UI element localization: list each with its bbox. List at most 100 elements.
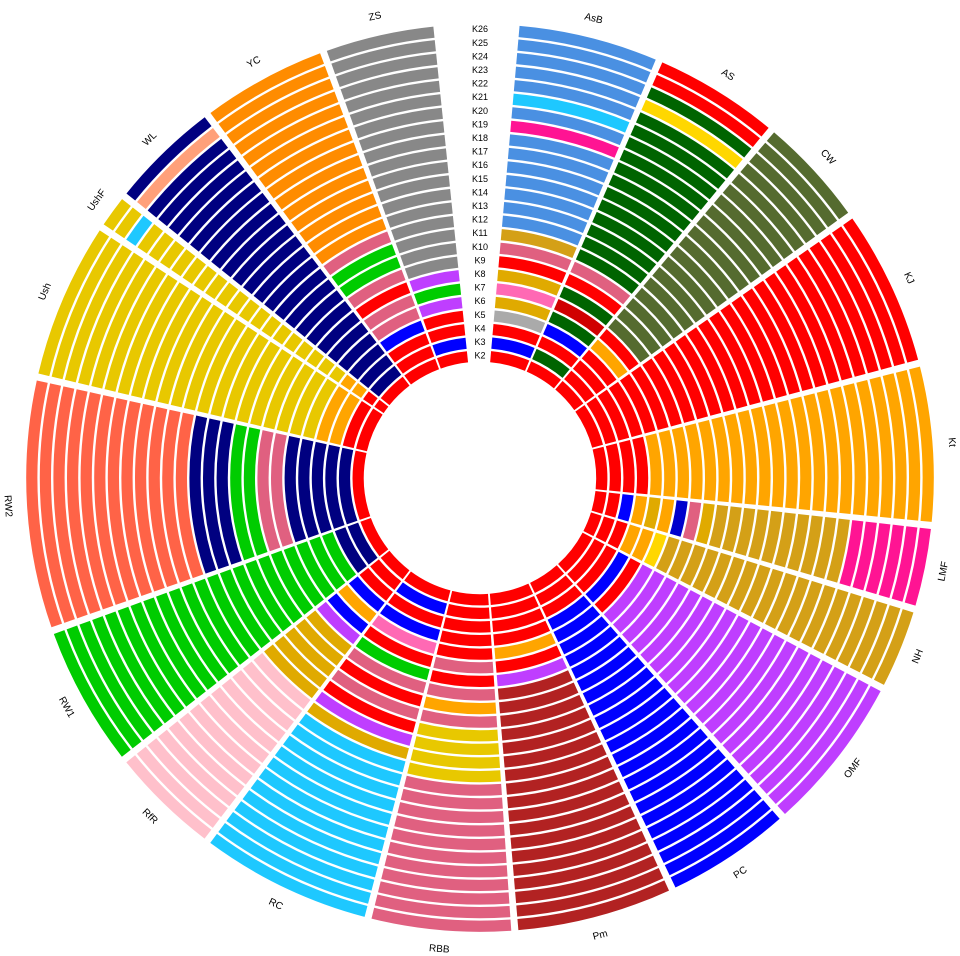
ring-segment-AsB-K5 (493, 310, 546, 334)
ring-segment-Pm-K14 (503, 732, 602, 768)
ring-segment-KJ-K15 (720, 304, 774, 402)
ring-segment-RBB-K4 (443, 617, 491, 633)
ring-segment-RC-K6 (371, 615, 437, 654)
ring-segment-RW2-K6 (298, 438, 319, 538)
ring-segment-RW1-K13 (219, 569, 271, 649)
ring-segment-RW2-K17 (148, 406, 178, 588)
ring-segment-RBB-K6 (436, 643, 493, 660)
ring-segment-OMF-K7 (603, 564, 653, 623)
ring-segment-Pm-K8 (496, 657, 568, 687)
ring-segment-CW-K3 (564, 370, 595, 403)
ring-segment-Pm-K12 (501, 707, 590, 741)
k-level-label-K26: K26 (472, 24, 488, 34)
ring-segment-WL-K19 (200, 192, 270, 261)
ring-segment-LMF-K26 (904, 527, 931, 606)
ring-segment-CW-K21 (722, 184, 794, 260)
ring-segment-AsB-K23 (515, 66, 640, 108)
ring-segment-RBB-K23 (381, 868, 509, 891)
ring-segment-NH-K10 (680, 544, 706, 586)
ring-segment-WL-K21 (179, 171, 253, 244)
k-level-label-K15: K15 (472, 174, 488, 184)
population-label-UshF: UshF (86, 188, 109, 214)
ring-segment-Ush-K12 (223, 334, 269, 420)
ring-segment-AsB-K25 (517, 39, 651, 83)
ring-segment-Kt-K25 (895, 369, 921, 521)
ring-segment-ZS-K20 (354, 107, 443, 139)
population-label-Ush: Ush (37, 281, 54, 302)
ring-segment-LMF-K6 (643, 497, 661, 530)
ring-segment-RBB-K11 (420, 709, 498, 728)
ring-segment-RW1-K16 (181, 583, 239, 674)
ring-segment-KJ-K23 (809, 241, 879, 374)
ring-segment-Ush-K18 (144, 289, 201, 402)
ring-segment-Kt-K8 (671, 426, 689, 499)
ring-segment-ZS-K24 (335, 53, 438, 87)
ring-segment-PC-K13 (594, 677, 663, 728)
ring-segment-RBB-K19 (394, 815, 505, 837)
ring-segment-Ush-K13 (210, 326, 258, 417)
ring-segment-OMF-K20 (722, 647, 809, 754)
ring-segment-RBB-K5 (439, 630, 492, 647)
ring-segment-PC-K3 (535, 575, 574, 606)
ring-segment-RBB-K15 (407, 762, 501, 783)
ring-segment-LMF-K13 (735, 507, 756, 556)
ring-segment-NH-K5 (619, 524, 641, 555)
k-level-label-K2: K2 (474, 351, 485, 361)
population-wedge-KJ (575, 218, 919, 448)
population-wedge-ZS (326, 26, 469, 369)
ring-segment-PC-K23 (653, 779, 753, 851)
ring-segment-NH-K3 (595, 516, 615, 543)
ring-segment-RfR-K17 (221, 678, 286, 742)
ring-segment-YC-K7 (363, 295, 416, 330)
ring-segment-RW1-K6 (309, 536, 346, 590)
ring-segment-RW1-K15 (194, 578, 249, 665)
ring-segment-PC-K5 (547, 595, 592, 630)
k-level-label-K13: K13 (472, 201, 488, 211)
ring-segment-PC-K26 (670, 810, 780, 888)
ring-segment-RBB-K21 (387, 841, 507, 864)
ring-segment-UshF-K11 (272, 324, 292, 345)
ring-segment-WL-K6 (338, 333, 377, 372)
ring-segment-NH-K12 (704, 552, 732, 599)
ring-segment-AS-K7 (553, 299, 605, 336)
ring-segment-LMF-K10 (695, 503, 715, 545)
ring-segment-OMF-K8 (612, 570, 665, 633)
ring-segment-AS-K6 (548, 311, 596, 347)
ring-segment-YC-K10 (339, 256, 401, 297)
ring-segment-AsB-K6 (494, 296, 551, 321)
ring-segment-Ush-K4 (329, 393, 360, 445)
ring-segment-Kt-K12 (724, 413, 744, 504)
ring-segment-RfR-K21 (179, 712, 253, 785)
ring-segment-WL-K25 (137, 128, 220, 210)
ring-segment-OMF-K15 (676, 615, 749, 704)
ring-segment-UshF-K9 (295, 341, 314, 360)
population-label-YC: YC (245, 54, 262, 70)
ring-segment-PC-K9 (571, 636, 627, 679)
ring-segment-RBB-K16 (404, 775, 502, 796)
ring-segment-PC-K7 (559, 616, 610, 655)
ring-segment-OMF-K14 (667, 609, 737, 694)
ring-segment-KJ-K18 (753, 280, 814, 391)
ring-segment-RW1-K4 (334, 527, 367, 573)
ring-segment-RW1-K14 (207, 574, 260, 657)
ring-segment-NH-K11 (692, 548, 719, 592)
ring-segment-Kt-K13 (737, 410, 758, 505)
ring-segment-KJ-K8 (642, 358, 682, 427)
population-wedge-RW1 (53, 517, 389, 757)
k-level-labels: K2 K3 K4 K5 K6 K7 K8 K9 K10 K11 K12 K13 K14 K15 K16 K17… (472, 24, 488, 360)
ring-segment-Kt-K22 (856, 379, 880, 517)
ring-segment-Pm-K25 (516, 868, 664, 917)
ring-segment-YC-K16 (291, 180, 372, 232)
ring-segment-YC-K17 (283, 167, 368, 221)
ring-segment-OMF-K4 (576, 545, 617, 593)
ring-segment-RfR-K13 (264, 644, 319, 699)
ring-segment-Ush-K24 (64, 245, 132, 383)
ring-segment-RW2-K8 (271, 433, 294, 547)
ring-segment-OMF-K18 (704, 634, 785, 734)
ring-segment-AS-K11 (575, 249, 639, 294)
ring-segment-RW1-K20 (130, 602, 196, 707)
ring-segment-RW2-K22 (80, 392, 114, 610)
ring-segment-Pm-K7 (495, 645, 562, 673)
ring-segment-Ush-K15 (183, 312, 235, 411)
ring-segment-RW2-K25 (39, 383, 75, 623)
